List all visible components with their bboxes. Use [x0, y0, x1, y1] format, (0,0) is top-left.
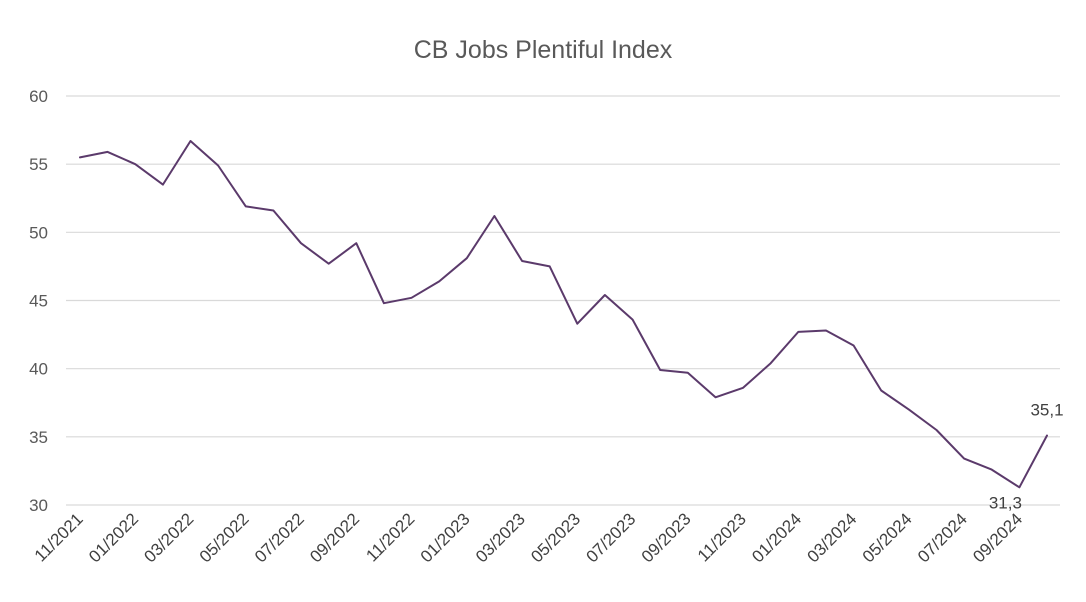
series-line: [79, 140, 1048, 489]
x-tick-label: 11/2021: [31, 509, 87, 565]
x-tick-label: 01/2022: [85, 509, 142, 566]
x-tick-label: 03/2024: [804, 509, 861, 566]
x-tick-label: 11/2022: [362, 509, 418, 565]
y-tick-label: 45: [29, 292, 48, 311]
x-tick-label: 05/2023: [527, 509, 584, 566]
x-tick-label: 09/2022: [306, 509, 363, 566]
y-tick-label: 55: [29, 155, 48, 174]
data-label: 35,1: [1030, 400, 1063, 419]
y-tick-label: 30: [29, 496, 48, 515]
x-tick-label: 09/2024: [969, 509, 1026, 566]
y-tick-label: 50: [29, 223, 48, 242]
x-tick-label: 11/2023: [694, 509, 750, 565]
x-tick-label: 05/2024: [859, 509, 916, 566]
x-tick-label: 03/2023: [472, 509, 529, 566]
data-label: 31,3: [989, 493, 1022, 512]
y-tick-label: 60: [29, 87, 48, 106]
y-tick-label: 40: [29, 360, 48, 379]
x-tick-label: 07/2022: [251, 509, 308, 566]
x-tick-label: 09/2023: [638, 509, 695, 566]
x-tick-label: 01/2023: [417, 509, 474, 566]
x-tick-label: 01/2024: [748, 509, 805, 566]
x-tick-label: 05/2022: [196, 509, 253, 566]
x-tick-label: 07/2024: [914, 509, 971, 566]
y-tick-label: 35: [29, 428, 48, 447]
chart-title: CB Jobs Plentiful Index: [413, 36, 673, 64]
x-tick-label: 03/2022: [140, 509, 197, 566]
x-tick-label: 07/2023: [583, 509, 640, 566]
